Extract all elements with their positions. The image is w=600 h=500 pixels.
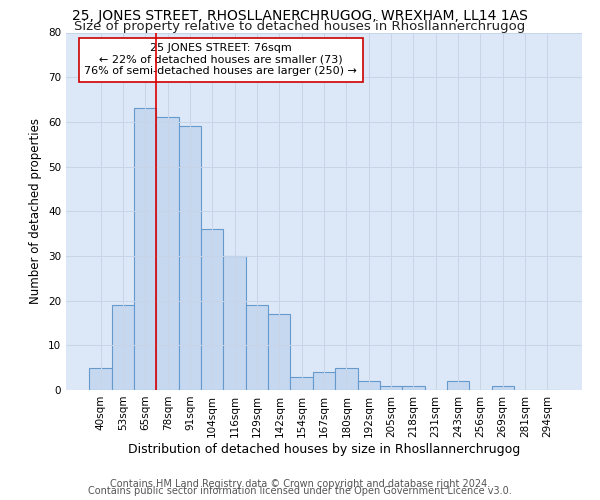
Text: Size of property relative to detached houses in Rhosllannerchrugog: Size of property relative to detached ho… [74,20,526,33]
Bar [179,126,201,390]
Text: Contains HM Land Registry data © Crown copyright and database right 2024.: Contains HM Land Registry data © Crown c… [110,479,490,489]
Bar [313,372,335,390]
Text: 25 JONES STREET: 76sqm
← 22% of detached houses are smaller (73)
76% of semi-det: 25 JONES STREET: 76sqm ← 22% of detached… [85,43,357,76]
Bar [201,229,223,390]
Bar [223,256,246,390]
Bar [246,305,268,390]
Text: 25, JONES STREET, RHOSLLANERCHRUGOG, WREXHAM, LL14 1AS: 25, JONES STREET, RHOSLLANERCHRUGOG, WRE… [72,9,528,23]
Bar [335,368,358,390]
Bar [89,368,112,390]
Bar [491,386,514,390]
Bar [268,314,290,390]
Y-axis label: Number of detached properties: Number of detached properties [29,118,43,304]
Bar [447,381,469,390]
Bar [290,376,313,390]
Bar [358,381,380,390]
Bar [134,108,157,390]
X-axis label: Distribution of detached houses by size in Rhosllannerchrugog: Distribution of detached houses by size … [128,442,520,456]
Bar [157,118,179,390]
Bar [402,386,425,390]
Text: Contains public sector information licensed under the Open Government Licence v3: Contains public sector information licen… [88,486,512,496]
Bar [112,305,134,390]
Bar [380,386,402,390]
